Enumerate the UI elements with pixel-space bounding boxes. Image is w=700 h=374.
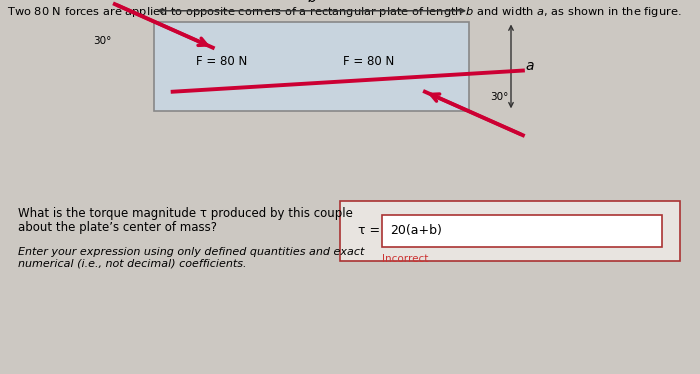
Text: a: a [525,59,533,73]
Text: 30°: 30° [94,36,112,46]
Text: τ =: τ = [358,224,380,237]
Text: Enter your expression using only defined quantities and exact: Enter your expression using only defined… [18,247,365,257]
Text: What is the torque magnitude τ produced by this couple: What is the torque magnitude τ produced … [18,207,353,220]
Text: about the plate’s center of mass?: about the plate’s center of mass? [18,221,217,234]
Text: 20(a+b): 20(a+b) [390,224,442,237]
Text: Two 80 N forces are applied to opposite corners of a rectangular plate of length: Two 80 N forces are applied to opposite … [7,5,681,19]
Text: F = 80 N: F = 80 N [343,55,394,68]
Text: Incorrect: Incorrect [382,254,428,264]
FancyBboxPatch shape [382,215,662,247]
Text: b: b [307,0,316,5]
Text: numerical (i.e., not decimal) coefficients.: numerical (i.e., not decimal) coefficien… [18,259,246,269]
Text: F = 80 N: F = 80 N [196,55,247,68]
FancyBboxPatch shape [154,22,469,111]
FancyBboxPatch shape [340,201,680,261]
Text: 30°: 30° [490,92,508,102]
